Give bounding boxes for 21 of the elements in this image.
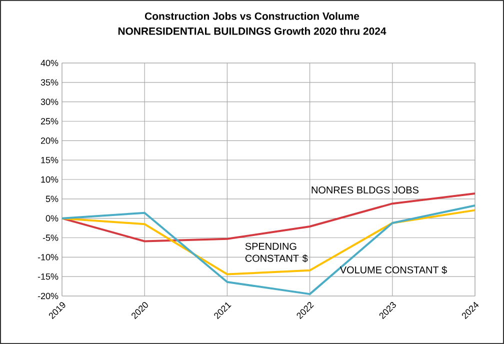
chart-subtitle: NONRESIDENTIAL BUILDINGS Growth 2020 thru 2024 [118,27,386,35]
y-tick-label: 0% [46,215,58,222]
series-label: VOLUME CONSTANT $ [340,266,447,274]
y-tick-label: 20% [40,137,58,144]
y-tick-label: 30% [40,98,58,106]
y-tick-label: 35% [40,79,58,86]
y-tick-label: 25% [40,118,58,124]
line-series [61,192,476,242]
line-series [61,209,476,276]
series-label: NONRES BLDGS JOBS [312,186,418,194]
y-tick-label: 5% [46,196,58,202]
y-tick-label: 40% [40,60,58,66]
series-label: SPENDING CONSTANT $ [245,242,308,262]
y-tick-label: -20% [38,292,58,300]
y-tick-label: 10% [41,176,58,183]
y-tick-label: 15% [41,156,58,164]
y-tick-label: -5% [42,234,58,241]
chart-title: Construction Jobs vs Construction Volume [145,12,360,20]
y-tick-label: -10% [38,254,58,260]
y-tick-label: -15% [38,273,58,280]
line-series [61,204,476,296]
